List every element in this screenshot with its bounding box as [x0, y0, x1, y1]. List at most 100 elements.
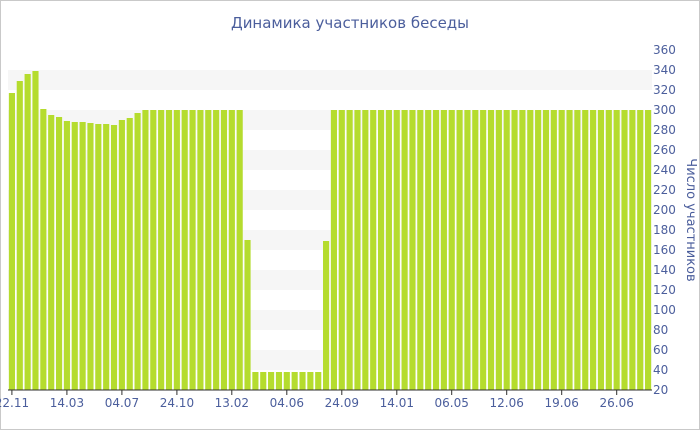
bar	[417, 110, 424, 390]
y-tick-label: 120	[653, 283, 676, 297]
x-tick-label: 04.06	[270, 396, 304, 410]
y-tick-label: 220	[653, 183, 676, 197]
bar	[32, 71, 39, 390]
bar	[613, 110, 620, 390]
bar	[432, 110, 440, 390]
y-tick-label: 360	[653, 43, 676, 57]
x-tick-label: 24.10	[160, 396, 194, 410]
bar	[487, 110, 495, 390]
x-tick-label: 14.01	[380, 396, 414, 410]
bar	[205, 110, 212, 390]
bar	[637, 110, 644, 390]
bar	[268, 372, 275, 390]
bar	[213, 110, 220, 390]
bar	[574, 110, 581, 390]
bar	[110, 125, 118, 390]
bar	[71, 122, 78, 390]
bar	[48, 115, 55, 390]
bar	[299, 372, 306, 390]
bar	[165, 110, 173, 390]
y-tick-label: 20	[653, 383, 668, 397]
bar	[283, 372, 290, 390]
bar	[189, 110, 196, 390]
bar	[228, 110, 235, 390]
x-tick-label: 22.11	[0, 396, 29, 410]
bar	[370, 110, 377, 390]
bar	[456, 110, 463, 390]
bar	[566, 110, 573, 390]
bar	[590, 110, 597, 390]
grid-band	[8, 70, 652, 90]
y-tick-label: 80	[653, 323, 668, 337]
bar	[291, 372, 298, 390]
bar	[605, 110, 612, 390]
bar	[425, 110, 432, 390]
bar	[645, 110, 652, 390]
y-tick-label: 40	[653, 363, 668, 377]
bar	[252, 372, 259, 390]
bar	[142, 110, 149, 390]
bar	[118, 120, 125, 390]
y-axis-ticks: 20 40 60 80 100 120 140 160 180 200 220 240 260 280 30…	[653, 43, 676, 397]
bar	[16, 81, 23, 390]
bar	[362, 110, 369, 390]
bar	[582, 110, 589, 390]
y-tick-label: 340	[653, 63, 676, 77]
bar	[409, 110, 416, 390]
y-tick-label: 260	[653, 143, 676, 157]
y-tick-label: 100	[653, 303, 676, 317]
y-tick-label: 300	[653, 103, 676, 117]
bar	[197, 110, 204, 390]
bar	[495, 110, 502, 390]
bar	[621, 110, 628, 390]
bar	[480, 110, 487, 390]
bar	[535, 110, 542, 390]
x-axis-ticks: 22.11 14.03 04.07 24.10 13.02 04.06 24.09 14.01…	[0, 390, 634, 410]
x-tick-label: 13.02	[215, 396, 249, 410]
bar	[330, 110, 337, 390]
bar	[307, 372, 314, 390]
bar	[103, 124, 110, 390]
x-tick-label: 12.06	[490, 396, 524, 410]
x-tick-label: 04.07	[105, 396, 139, 410]
bar	[315, 372, 322, 390]
bar	[527, 110, 534, 390]
bar	[542, 110, 550, 390]
bar	[440, 110, 447, 390]
bar	[393, 110, 400, 390]
bar-series	[8, 71, 652, 390]
bar	[236, 110, 243, 390]
bar	[95, 124, 102, 390]
bar	[550, 110, 557, 390]
bar	[472, 110, 479, 390]
bar	[377, 110, 385, 390]
x-tick-label: 19.06	[545, 396, 579, 410]
y-tick-label: 320	[653, 83, 676, 97]
bar	[401, 110, 408, 390]
bar	[220, 110, 228, 390]
y-tick-label: 240	[653, 163, 676, 177]
bar	[40, 109, 47, 390]
bar	[8, 93, 15, 390]
bar	[503, 110, 510, 390]
bar	[126, 118, 133, 390]
y-tick-label: 160	[653, 243, 676, 257]
bar	[260, 372, 267, 390]
bar	[173, 110, 180, 390]
bar	[134, 113, 141, 390]
bar	[150, 110, 157, 390]
bar	[79, 122, 86, 390]
x-tick-label: 14.03	[50, 396, 84, 410]
x-tick-label: 26.06	[600, 396, 634, 410]
bar	[511, 110, 518, 390]
bar	[629, 110, 636, 390]
y-tick-label: 280	[653, 123, 676, 137]
bar	[275, 372, 283, 390]
bar	[158, 110, 165, 390]
y-tick-label: 200	[653, 203, 676, 217]
bar	[448, 110, 455, 390]
bar	[338, 110, 345, 390]
bar	[87, 123, 94, 390]
bar	[181, 110, 188, 390]
